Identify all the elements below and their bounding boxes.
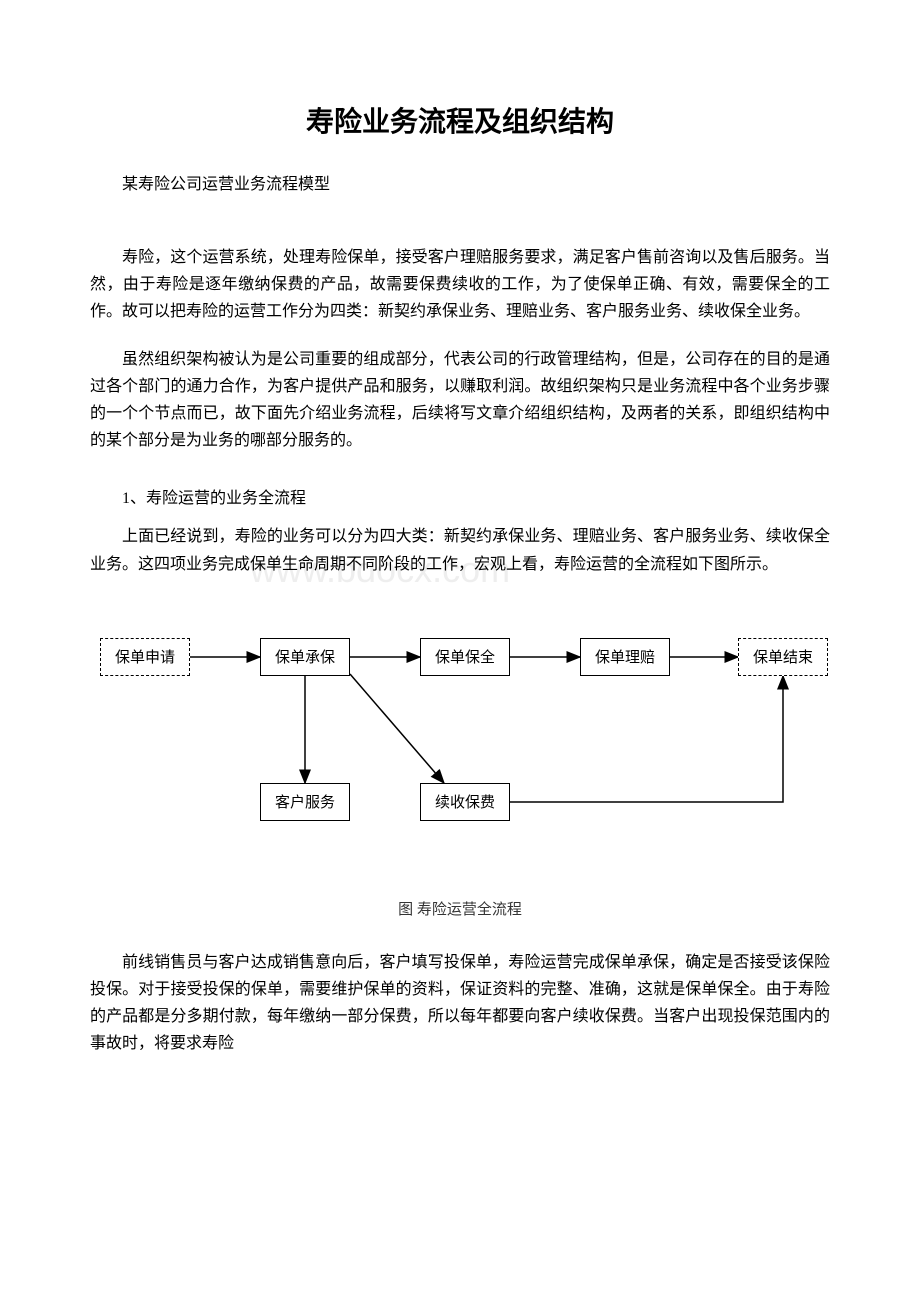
flow-node-n1: 保单申请: [100, 638, 190, 676]
flow-edge-n7-n5: [510, 676, 783, 802]
flow-node-n3: 保单保全: [420, 638, 510, 676]
section-1-heading: 1、寿险运营的业务全流程: [90, 484, 830, 508]
page-title: 寿险业务流程及组织结构: [90, 100, 830, 140]
flow-node-n2: 保单承保: [260, 638, 350, 676]
document-body: 寿险业务流程及组织结构 某寿险公司运营业务流程模型 寿险，这个运营系统，处理寿险…: [90, 100, 830, 1057]
subtitle: 某寿险公司运营业务流程模型: [90, 170, 830, 194]
flow-node-n4: 保单理赔: [580, 638, 670, 676]
flow-node-n5: 保单结束: [738, 638, 828, 676]
paragraph-3: 上面已经说到，寿险的业务可以分为四大类：新契约承保业务、理赔业务、客户服务业务、…: [90, 523, 830, 577]
flowchart-caption: 图 寿险运营全流程: [90, 898, 830, 919]
paragraph-4: 前线销售员与客户达成销售意向后，客户填写投保单，寿险运营完成保单承保，确定是否接…: [90, 949, 830, 1058]
paragraph-1: 寿险，这个运营系统，处理寿险保单，接受客户理赔服务要求，满足客户售前咨询以及售后…: [90, 244, 830, 326]
flowchart-diagram: 保单申请 保单承保 保单保全 保单理赔 保单结束客户服务 续收保费: [90, 608, 830, 888]
flow-node-n6: 客户服务: [260, 783, 350, 821]
flow-node-n7: 续收保费: [420, 783, 510, 821]
flow-edge-n2-n7: [350, 674, 444, 783]
paragraph-2: 虽然组织架构被认为是公司重要的组成部分，代表公司的行政管理结构，但是，公司存在的…: [90, 346, 830, 455]
